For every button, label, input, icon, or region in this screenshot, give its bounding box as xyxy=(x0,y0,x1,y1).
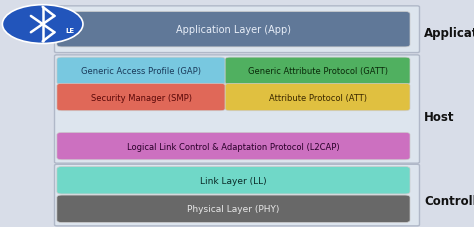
FancyBboxPatch shape xyxy=(55,7,419,53)
FancyBboxPatch shape xyxy=(225,84,410,111)
Text: Generic Attribute Protocol (GATT): Generic Attribute Protocol (GATT) xyxy=(247,67,388,76)
Text: LE: LE xyxy=(65,28,74,34)
FancyBboxPatch shape xyxy=(57,195,410,222)
Text: Controller: Controller xyxy=(424,194,474,207)
Text: Attribute Protocol (ATT): Attribute Protocol (ATT) xyxy=(269,93,366,102)
Text: Host: Host xyxy=(424,110,455,123)
FancyBboxPatch shape xyxy=(225,58,410,85)
Text: Link Layer (LL): Link Layer (LL) xyxy=(200,176,267,185)
Text: Physical Layer (PHY): Physical Layer (PHY) xyxy=(187,204,280,213)
FancyBboxPatch shape xyxy=(57,84,225,111)
FancyBboxPatch shape xyxy=(57,12,410,48)
FancyBboxPatch shape xyxy=(55,56,419,163)
FancyBboxPatch shape xyxy=(55,165,419,226)
Text: Application: Application xyxy=(424,26,474,39)
FancyBboxPatch shape xyxy=(57,167,410,194)
Circle shape xyxy=(2,6,83,44)
FancyBboxPatch shape xyxy=(57,58,225,85)
Text: Logical Link Control & Adaptation Protocol (L2CAP): Logical Link Control & Adaptation Protoc… xyxy=(127,142,340,151)
Text: Generic Access Profile (GAP): Generic Access Profile (GAP) xyxy=(81,67,201,76)
Text: Security Manager (SMP): Security Manager (SMP) xyxy=(91,93,191,102)
FancyBboxPatch shape xyxy=(57,133,410,160)
Text: Application Layer (App): Application Layer (App) xyxy=(176,25,291,35)
